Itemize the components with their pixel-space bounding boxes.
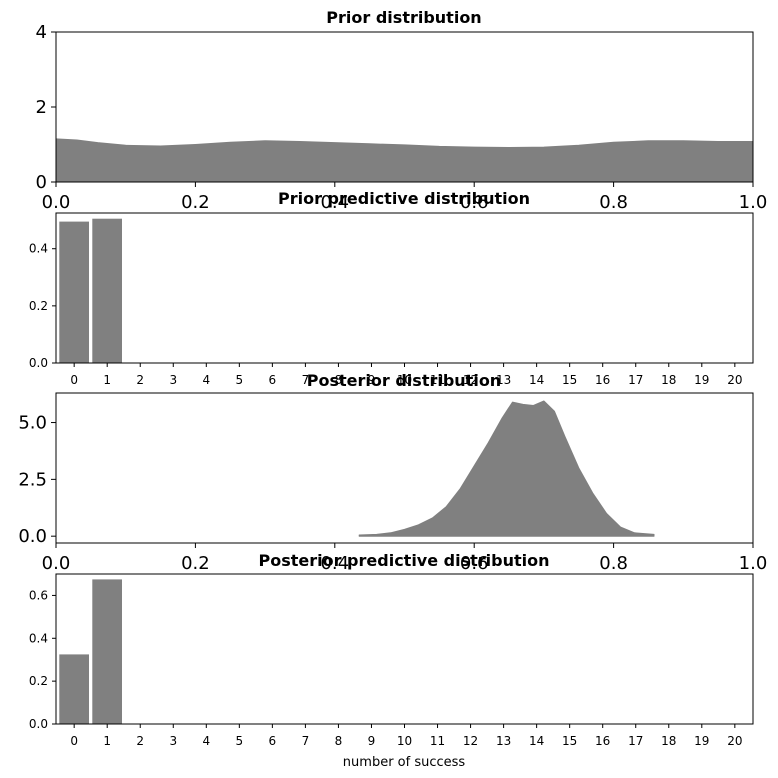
x-tick-label: 0.0 — [42, 192, 71, 213]
posterior-predictive-x-label: number of success — [343, 755, 466, 770]
x-tick-label: 0.2 — [181, 553, 210, 574]
x-tick-label: 9 — [368, 734, 376, 748]
x-tick-label: 7 — [302, 734, 310, 748]
y-tick-label: 2.5 — [18, 469, 47, 490]
prior-predictive-bars — [59, 218, 122, 363]
x-tick-label: 5 — [236, 373, 244, 387]
prior-predictive-frame — [55, 212, 754, 364]
x-tick-label: 13 — [496, 373, 511, 387]
prior-predictive-title: Prior predictive distribution — [278, 189, 530, 208]
x-tick-label: 1.0 — [739, 192, 768, 213]
panel-prior-predictive: Prior predictive distribution 0.00.20.4 … — [29, 189, 754, 387]
x-tick-label: 0.6 — [460, 553, 489, 574]
x-tick-label: 2 — [136, 373, 144, 387]
posterior-predictive-y-axis: 0.0 0.2 0.4 0.6 — [29, 588, 56, 731]
y-tick-label: 0.6 — [29, 588, 48, 602]
x-tick-label: 13 — [496, 734, 511, 748]
y-tick-label: 5.0 — [18, 413, 47, 434]
posterior-area-layer — [358, 400, 655, 537]
panel-prior-distribution: Prior distribution 0 2 4 0.0 0.2 0.4 0.6 0.8 1.… — [36, 8, 768, 213]
prior-predictive-y-axis: 0.0 0.2 0.4 — [29, 242, 56, 370]
density-area — [358, 400, 655, 537]
x-tick-label: 0.2 — [181, 192, 210, 213]
y-tick-label: 2 — [36, 97, 47, 118]
x-tick-label: 3 — [169, 734, 177, 748]
posterior-y-axis: 0.0 2.5 5.0 — [18, 413, 56, 547]
x-tick-label: 6 — [269, 734, 277, 748]
bar-0 — [59, 654, 89, 724]
panel-posterior-distribution: Posterior distribution 0.02.55.0 0.0 0.2 0… — [18, 371, 767, 574]
x-tick-label: 10 — [397, 373, 412, 387]
posterior-predictive-title: Posterior predictive distribution — [258, 551, 549, 570]
posterior-x-axis: 0.0 0.2 0.4 0.6 0.8 1.0 — [42, 543, 768, 574]
x-tick-label: 17 — [628, 373, 643, 387]
x-tick-label: 0.6 — [460, 192, 489, 213]
x-tick-label: 16 — [595, 734, 610, 748]
posterior-frame — [55, 392, 754, 544]
x-tick-label: 4 — [202, 373, 210, 387]
x-tick-label: 4 — [202, 734, 210, 748]
y-tick-label: 4 — [36, 22, 47, 43]
x-tick-label: 1.0 — [739, 553, 768, 574]
x-tick-label: 6 — [269, 373, 277, 387]
panel-posterior-predictive: Posterior predictive distribution 0.0 0.2… — [29, 551, 754, 770]
prior-predictive-x-axis: 0 1 2 3 4 5 6 7 8 9 10 11 12 13 14 15 16 17 18 19 20 — [70, 363, 742, 387]
x-tick-label: 20 — [727, 734, 742, 748]
x-tick-label: 16 — [595, 373, 610, 387]
x-tick-label: 0.4 — [320, 192, 349, 213]
x-tick-label: 11 — [430, 373, 445, 387]
x-tick-label: 7 — [302, 373, 310, 387]
y-tick-label: 0.2 — [29, 674, 48, 688]
posterior-predictive-frame — [55, 573, 754, 725]
prior-y-axis: 0 2 4 — [36, 22, 56, 193]
x-tick-label: 2 — [136, 734, 144, 748]
y-tick-label: 0.4 — [29, 242, 48, 256]
x-tick-label: 12 — [463, 373, 478, 387]
posterior-predictive-x-axis: 0 1 2 3 4 5 6 7 8 9 10 11 12 13 14 15 16 17 18 19 20 — [70, 724, 742, 748]
prior-area-layer — [55, 138, 754, 183]
y-tick-label: 0 — [36, 172, 47, 193]
x-tick-label: 19 — [694, 373, 709, 387]
density-area — [55, 138, 754, 183]
x-tick-label: 5 — [236, 734, 244, 748]
x-tick-label: 20 — [727, 373, 742, 387]
x-tick-label: 0.4 — [320, 553, 349, 574]
x-tick-label: 14 — [529, 373, 544, 387]
x-tick-label: 19 — [694, 734, 709, 748]
x-tick-label: 15 — [562, 373, 577, 387]
x-tick-label: 0.8 — [599, 192, 628, 213]
y-tick-label: 0.0 — [29, 717, 48, 731]
posterior-title: Posterior distribution — [307, 371, 501, 390]
y-tick-label: 0.0 — [29, 356, 48, 370]
x-tick-label: 8 — [335, 373, 343, 387]
x-tick-label: 12 — [463, 734, 478, 748]
prior-x-axis: 0.0 0.2 0.4 0.6 0.8 1.0 — [42, 182, 768, 213]
x-tick-label: 0.8 — [599, 553, 628, 574]
x-tick-label: 0.0 — [42, 553, 71, 574]
x-tick-label: 3 — [169, 373, 177, 387]
y-tick-label: 0.0 — [18, 526, 47, 547]
x-tick-label: 14 — [529, 734, 544, 748]
bar-1 — [92, 218, 122, 363]
bar-0 — [59, 221, 89, 363]
x-tick-label: 18 — [661, 373, 676, 387]
prior-title: Prior distribution — [326, 8, 481, 27]
x-tick-label: 15 — [562, 734, 577, 748]
posterior-predictive-bars — [59, 579, 122, 724]
x-tick-label: 0 — [70, 373, 78, 387]
y-tick-label: 0.2 — [29, 299, 48, 313]
x-tick-label: 1 — [103, 373, 111, 387]
x-tick-label: 18 — [661, 734, 676, 748]
bar-1 — [92, 579, 122, 724]
x-tick-label: 1 — [103, 734, 111, 748]
x-tick-label: 8 — [335, 734, 343, 748]
x-tick-label: 0 — [70, 734, 78, 748]
x-tick-label: 11 — [430, 734, 445, 748]
x-tick-label: 17 — [628, 734, 643, 748]
x-tick-label: 9 — [368, 373, 376, 387]
y-tick-label: 0.4 — [29, 631, 48, 645]
x-tick-label: 10 — [397, 734, 412, 748]
